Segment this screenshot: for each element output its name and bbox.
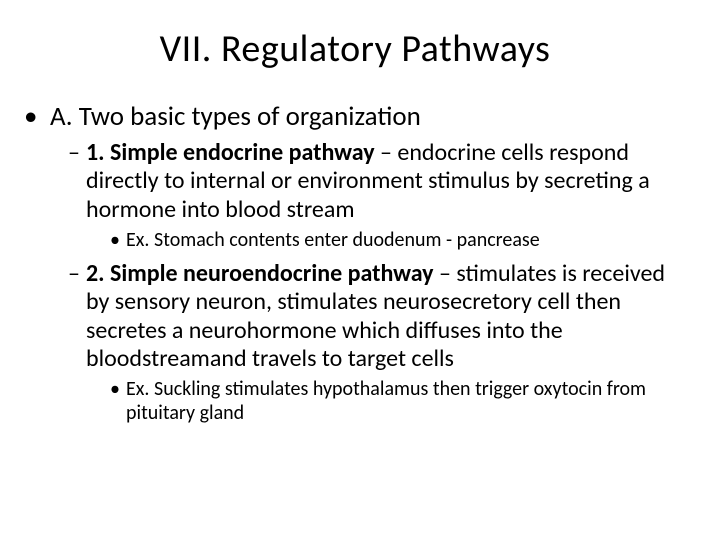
dot-icon: • — [110, 377, 126, 401]
content-list: •A. Two basic types of organization –1. … — [20, 100, 690, 425]
bullet-icon: • — [24, 100, 50, 133]
lvl1-text: A. Two basic types of organization — [50, 100, 421, 133]
dash-icon: – — [68, 260, 86, 288]
list-item-lvl3: •Ex. Stomach contents enter duodenum - p… — [110, 228, 690, 252]
list-item-lvl2: –2. Simple neuroendocrine pathway – stim… — [68, 260, 690, 373]
list-item-lvl1: •A. Two basic types of organization — [24, 100, 690, 133]
lvl2-body: 1. Simple endocrine pathway – endocrine … — [86, 139, 690, 224]
lvl2-bold: 1. Simple endocrine pathway — [86, 138, 380, 167]
dash-icon: – — [68, 139, 86, 167]
slide-title: VII. Regulatory Pathways — [20, 26, 690, 72]
lvl3-body: Ex. Suckling stimulates hypothalamus the… — [126, 377, 690, 425]
lvl2-body: 2. Simple neuroendocrine pathway – stimu… — [86, 260, 690, 373]
lvl2-bold: 2. Simple neuroendocrine pathway — [86, 259, 439, 288]
dot-icon: • — [110, 228, 126, 252]
lvl3-body: Ex. Stomach contents enter duodenum - pa… — [126, 228, 690, 252]
list-item-lvl2: –1. Simple endocrine pathway – endocrine… — [68, 139, 690, 224]
list-item-lvl3: •Ex. Suckling stimulates hypothalamus th… — [110, 377, 690, 425]
